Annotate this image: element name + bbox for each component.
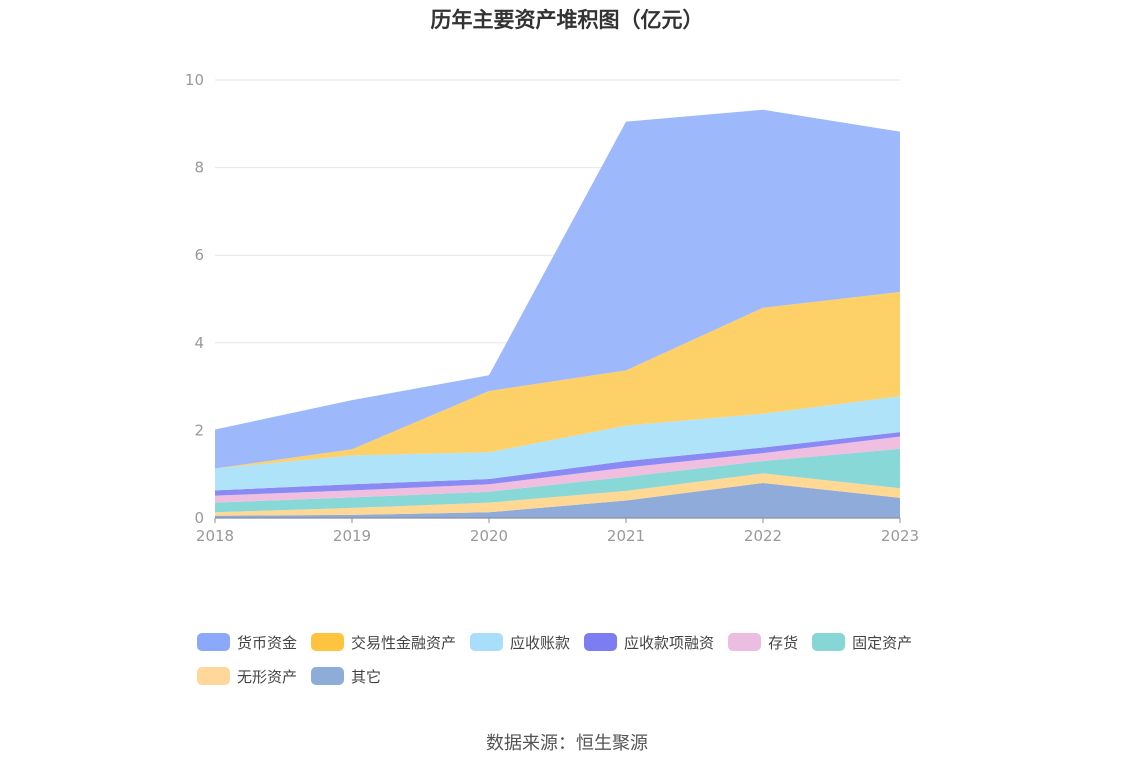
legend-swatch xyxy=(584,633,618,651)
x-tick-label: 2021 xyxy=(607,527,645,545)
y-tick-label: 0 xyxy=(194,509,204,527)
y-tick-label: 2 xyxy=(194,421,204,439)
legend-item-accounts-receivable[interactable]: 应收账款 xyxy=(470,630,570,654)
area-无形资产[interactable] xyxy=(215,473,900,516)
legend-item-inventory[interactable]: 存货 xyxy=(728,630,798,654)
legend-item-cash[interactable]: 货币资金 xyxy=(197,630,297,654)
y-tick-label: 6 xyxy=(194,246,204,264)
legend-item-intangible-assets[interactable]: 无形资产 xyxy=(197,664,297,688)
chart-title: 历年主要资产堆积图（亿元） xyxy=(430,8,704,32)
legend: 货币资金 交易性金融资产 应收账款 应收款项融资 存货 固定资产 无形资产 其它 xyxy=(197,630,957,688)
data-source: 数据来源：恒生聚源 xyxy=(486,733,648,754)
legend-swatch xyxy=(311,667,345,685)
area-series xyxy=(215,109,900,518)
axes: 0 2 4 6 8 10 2018 2019 2020 2021 2022 2023 xyxy=(185,71,919,545)
legend-item-receivables-financing[interactable]: 应收款项融资 xyxy=(584,630,714,654)
stacked-area-chart: 0 2 4 6 8 10 2018 2019 2020 2021 2022 2023 xyxy=(185,71,919,545)
legend-label: 存货 xyxy=(768,633,799,652)
legend-label: 货币资金 xyxy=(237,633,298,652)
legend-item-fixed-assets[interactable]: 固定资产 xyxy=(812,630,912,654)
area-存货[interactable] xyxy=(215,436,900,503)
area-其它[interactable] xyxy=(215,482,900,518)
y-tick-label: 8 xyxy=(194,159,204,177)
legend-swatch xyxy=(728,633,762,651)
y-tick-label: 4 xyxy=(194,334,204,352)
legend-swatch xyxy=(197,633,230,651)
x-tick-label: 2023 xyxy=(881,527,919,545)
legend-label: 无形资产 xyxy=(237,667,298,686)
legend-swatch xyxy=(812,633,846,651)
x-tick-label: 2022 xyxy=(744,527,782,545)
y-tick-label: 10 xyxy=(185,71,204,89)
x-tick-label: 2020 xyxy=(470,527,508,545)
legend-label: 应收款项融资 xyxy=(624,633,715,652)
legend-item-trading-financial-assets[interactable]: 交易性金融资产 xyxy=(311,630,456,654)
area-交易性金融资产[interactable] xyxy=(215,291,900,469)
area-货币资金[interactable] xyxy=(215,109,900,469)
x-tick-label: 2018 xyxy=(196,527,234,545)
legend-item-other[interactable]: 其它 xyxy=(311,664,381,688)
legend-label: 其它 xyxy=(351,667,382,686)
legend-swatch xyxy=(470,633,504,651)
legend-swatch xyxy=(311,633,345,651)
legend-swatch xyxy=(197,667,230,685)
legend-label: 应收账款 xyxy=(510,633,571,652)
area-固定资产[interactable] xyxy=(215,448,900,513)
legend-label: 固定资产 xyxy=(852,633,913,652)
legend-label: 交易性金融资产 xyxy=(351,633,457,652)
x-tick-label: 2019 xyxy=(333,527,371,545)
area-应收款项融资[interactable] xyxy=(215,432,900,496)
area-应收账款[interactable] xyxy=(215,396,900,491)
